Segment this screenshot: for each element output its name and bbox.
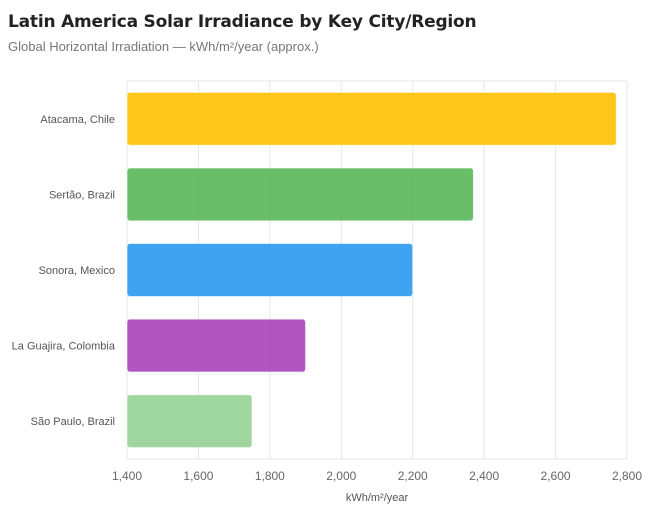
- bar[interactable]: [126, 91, 617, 146]
- x-tick-label: 2,000: [326, 469, 356, 483]
- bars: [126, 91, 617, 449]
- category-label: Sertão, Brazil: [49, 189, 115, 201]
- bar[interactable]: [126, 394, 253, 449]
- bar[interactable]: [126, 243, 414, 297]
- category-label: La Guajira, Colombia: [12, 341, 116, 353]
- x-axis-title: kWh/m²/year: [346, 492, 409, 504]
- x-tick-label: 2,400: [469, 469, 499, 483]
- x-tick-label: 2,600: [541, 469, 571, 483]
- category-label: Atacama, Chile: [40, 114, 115, 126]
- x-axis-ticks: 1,400 1,600 1,800 2,000 2,200 2,400 2,600 2,800: [112, 469, 642, 483]
- category-label: São Paulo, Brazil: [31, 416, 115, 428]
- category-labels: Atacama, Chile Sertão, Brazil Sonora, Mexi…: [12, 114, 116, 428]
- x-tick-label: 2,800: [612, 469, 642, 483]
- chart-subtitle: Global Horizontal Irradiation — kWh/m²/y…: [8, 39, 319, 54]
- x-tick-label: 1,600: [183, 469, 213, 483]
- x-tick-label: 1,800: [255, 469, 285, 483]
- bar[interactable]: [126, 167, 474, 222]
- x-tick-label: 2,200: [398, 469, 428, 483]
- bar[interactable]: [126, 318, 307, 373]
- category-label: Sonora, Mexico: [39, 265, 115, 277]
- x-tick-label: 1,400: [112, 469, 142, 483]
- chart-title: Latin America Solar Irradiance by Key Ci…: [8, 12, 477, 32]
